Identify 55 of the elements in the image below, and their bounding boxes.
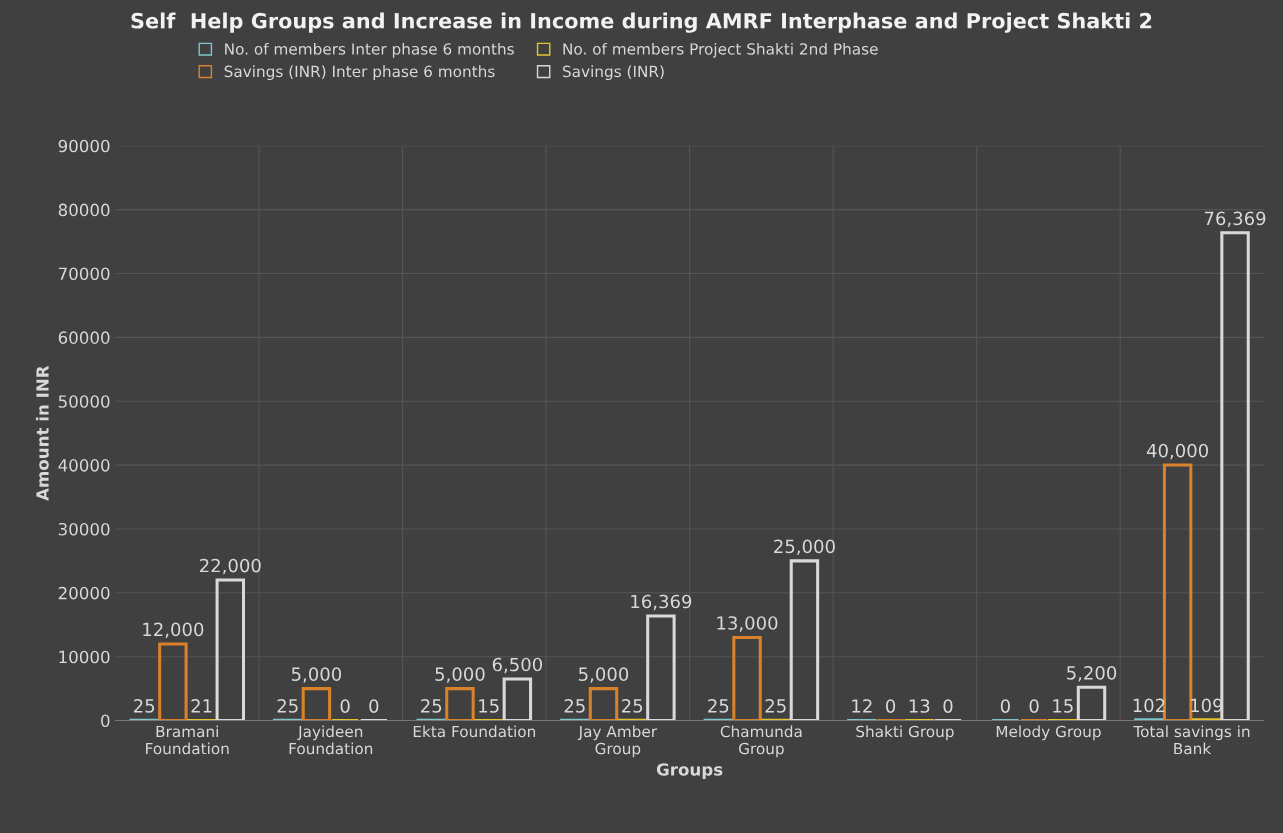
- data-label: 5,000: [435, 667, 485, 683]
- y-tick-label: 40000: [58, 459, 110, 472]
- data-label: 0: [340, 699, 350, 713]
- data-label: 5,200: [1067, 666, 1117, 682]
- data-label: 76,369: [1204, 211, 1266, 227]
- x-tick-label: Jayideen Foundation: [289, 725, 373, 755]
- data-label: 0: [369, 699, 379, 713]
- data-label: 25: [622, 699, 643, 713]
- x-tick-label: Bramani Foundation: [146, 725, 229, 755]
- y-tick-label: 70000: [58, 267, 110, 281]
- data-label: 0: [886, 699, 896, 713]
- x-tick-label: Melody Group: [996, 725, 1101, 741]
- data-label: 12: [852, 699, 872, 713]
- data-label: 21: [191, 699, 212, 713]
- data-label: 5,000: [291, 667, 342, 683]
- y-tick-label: 50000: [58, 395, 110, 408]
- x-tick-label: Ekta Foundation: [413, 725, 535, 738]
- legend-label: Savings (INR): [562, 65, 664, 81]
- data-label: 13: [909, 699, 930, 713]
- x-tick-label: Shakti Group: [856, 725, 954, 741]
- data-label: 16,369: [631, 594, 692, 611]
- x-tick-label: Total savings in Bank: [1133, 725, 1250, 755]
- data-label: 25: [765, 699, 786, 713]
- data-label: 0: [1029, 699, 1039, 713]
- data-label: 25: [134, 699, 155, 713]
- y-tick-label: 90000: [58, 139, 110, 153]
- y-tick-label: 0: [101, 714, 110, 728]
- data-label: 15: [1053, 699, 1073, 713]
- data-label: 22,000: [200, 558, 261, 575]
- data-label: 25: [564, 699, 585, 713]
- data-label: 25,000: [774, 539, 835, 556]
- y-tick-label: 80000: [58, 203, 110, 217]
- data-label: 25: [708, 699, 729, 713]
- x-tick-label: Jay Amber Group: [577, 725, 658, 758]
- x-axis-title: Groups: [656, 763, 723, 779]
- data-label: 25: [421, 699, 442, 713]
- data-label: 0: [943, 699, 953, 713]
- data-label: 25: [277, 699, 298, 713]
- data-label: 13,000: [717, 616, 778, 632]
- legend-label: No. of members Inter phase 6 months: [225, 42, 514, 58]
- data-label: 6,500: [492, 657, 543, 674]
- chart-title: Self Help Groups and Increase in Income during AMRF Interphase and Project Shakti 2: [131, 12, 1152, 33]
- x-tick-label: Chamunda Group: [720, 725, 802, 758]
- legend-label: No. of members Project Shakti 2nd Phase: [563, 42, 878, 58]
- data-label: 0: [1000, 699, 1010, 713]
- y-tick-label: 30000: [58, 522, 110, 536]
- y-axis-title: Amount in INR: [35, 365, 49, 501]
- y-tick-label: 20000: [58, 586, 110, 600]
- data-label: 5,000: [579, 667, 629, 683]
- data-label: 15: [479, 699, 499, 713]
- data-label: 12,000: [143, 622, 204, 639]
- data-label: 40,000: [1146, 443, 1209, 460]
- legend-label: Savings (INR) Inter phase 6 months: [224, 65, 495, 81]
- y-tick-label: 10000: [59, 650, 110, 664]
- y-tick-label: 60000: [58, 331, 110, 344]
